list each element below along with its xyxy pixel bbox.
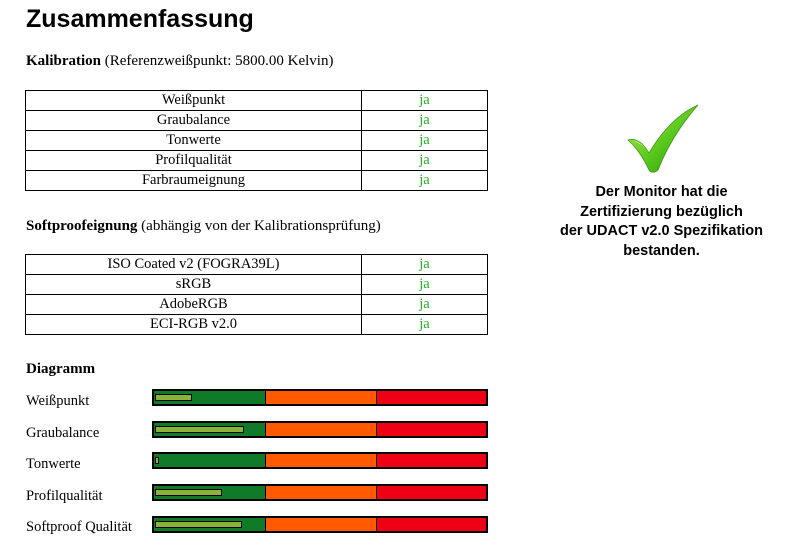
level-indicator [155,457,159,464]
row-label: Farbraumeignung [25,170,362,191]
bad-zone [377,454,486,467]
table-row: AdobeRGB ja [25,294,488,315]
row-label: Graubalance [25,110,362,131]
diagram-bar [152,484,488,501]
certification-line: der UDACT v2.0 Spezifikation [559,223,764,239]
row-value: ja [361,90,488,111]
medium-zone [266,391,377,404]
good-zone [154,486,266,499]
row-value: ja [361,274,488,295]
softproof-subtitle: (abhängig von der Kalibrationsprüfung) [141,218,381,234]
medium-zone [266,518,377,531]
table-row: Graubalance ja [25,110,488,131]
row-label: Tonwerte [25,130,362,151]
row-label: Weißpunkt [25,90,362,111]
good-zone [154,423,266,436]
table-row: sRGB ja [25,274,488,295]
checkmark-icon [625,104,701,174]
calibration-subtitle: (Referenzweißpunkt: 5800.00 Kelvin) [104,53,334,69]
diagram-bar [152,452,488,469]
table-row: Tonwerte ja [25,130,488,151]
row-label: ECI-RGB v2.0 [25,314,362,335]
bad-zone [377,518,486,531]
bad-zone [377,486,486,499]
row-label: AdobeRGB [25,294,362,315]
diagram-bar [152,516,488,533]
row-value: ja [361,254,488,275]
diagram-label: Tonwerte [26,456,81,472]
certification-line: Zertifizierung bezüglich [580,203,743,220]
table-row: Weißpunkt ja [25,90,488,111]
diagram-heading: Diagramm [26,361,95,378]
table-row: ECI-RGB v2.0 ja [25,314,488,335]
certification-line: Der Monitor hat die [595,184,728,200]
row-value: ja [361,110,488,131]
bad-zone [377,423,486,436]
diagram-label: Softproof Qualität [26,519,132,535]
softproof-title: Softproofeignung [26,218,138,234]
row-value: ja [361,150,488,171]
certification-message: Der Monitor hat die Zertifizierung bezüg… [540,183,783,261]
medium-zone [266,486,377,499]
diagram-title: Diagramm [26,361,96,377]
level-indicator [155,426,244,433]
row-value: ja [361,314,488,335]
medium-zone [266,423,377,436]
table-row: Farbraumeignung ja [25,170,488,191]
diagram-bar [152,389,488,406]
row-label: Profilqualität [25,150,362,171]
level-indicator [155,489,222,496]
diagram-label: Weißpunkt [26,393,90,409]
row-label: ISO Coated v2 (FOGRA39L) [25,254,362,275]
row-value: ja [361,170,488,191]
good-zone [154,518,266,531]
softproof-heading: Softproofeignung (abhängig von der Kalib… [26,218,381,235]
table-row: ISO Coated v2 (FOGRA39L) ja [25,254,488,275]
calibration-heading: Kalibration (Referenzweißpunkt: 5800.00 … [26,53,333,70]
table-row: Profilqualität ja [25,150,488,171]
diagram-label: Graubalance [26,425,100,441]
level-indicator [155,394,192,401]
certification-line: bestanden. [623,242,700,259]
good-zone [154,454,266,467]
bad-zone [377,391,486,404]
page-title: Zusammenfassung [26,5,254,33]
level-indicator [155,521,242,528]
row-value: ja [361,130,488,151]
diagram-label: Profilqualität [26,488,103,504]
row-label: sRGB [25,274,362,295]
medium-zone [266,454,377,467]
calibration-table: Weißpunkt ja Graubalance ja Tonwerte ja … [25,90,488,191]
softproof-table: ISO Coated v2 (FOGRA39L) ja sRGB ja Adob… [25,254,488,335]
calibration-title: Kalibration [26,53,102,69]
row-value: ja [361,294,488,315]
good-zone [154,391,266,404]
diagram-bar [152,421,488,438]
